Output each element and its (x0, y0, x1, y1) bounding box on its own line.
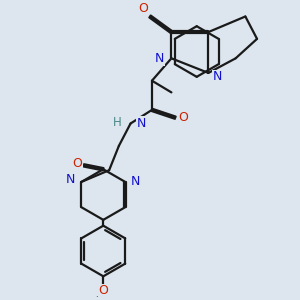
Text: N: N (131, 176, 140, 188)
Text: N: N (212, 70, 222, 83)
Text: N: N (155, 52, 165, 65)
Text: N: N (66, 173, 76, 187)
Text: O: O (178, 111, 188, 124)
Text: N: N (136, 117, 146, 130)
Text: O: O (72, 157, 82, 170)
Text: O: O (138, 2, 148, 15)
Text: H: H (113, 116, 122, 129)
Text: O: O (98, 284, 108, 297)
